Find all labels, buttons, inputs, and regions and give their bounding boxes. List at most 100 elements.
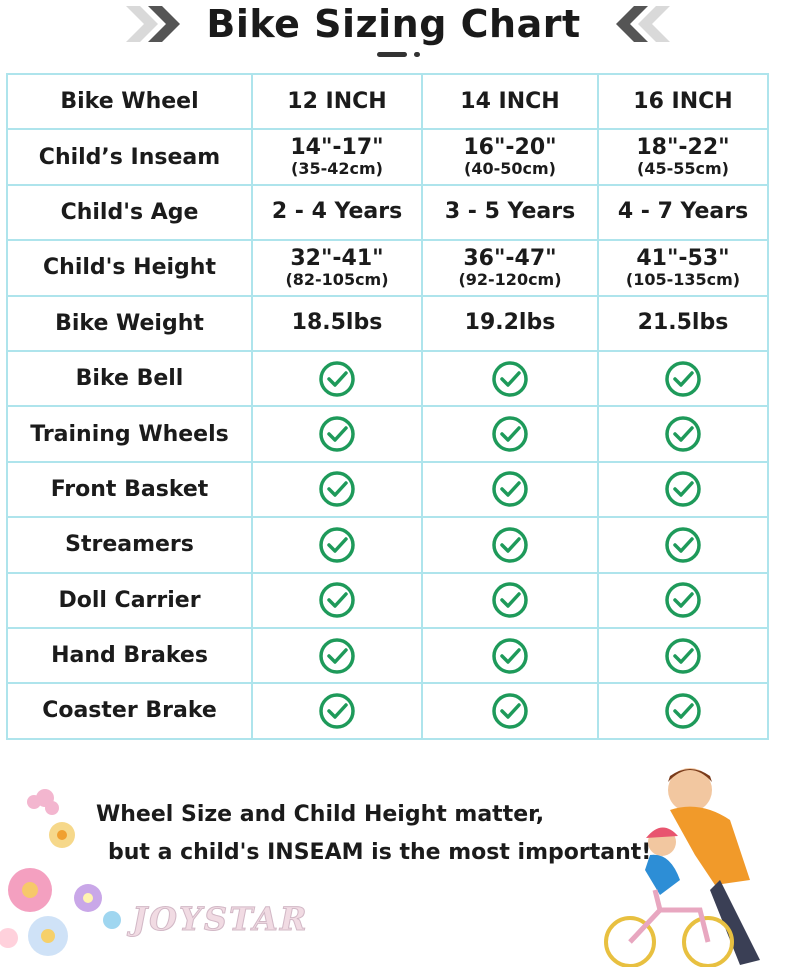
table-header-row: Bike Wheel 12 INCH 14 INCH 16 INCH [6, 72, 769, 131]
cell-value: 18.5lbs [291, 310, 383, 336]
cell-bike-bell-14-inch [421, 349, 599, 408]
cell-child-s-inseam-16-inch: 18"-22" (45-55cm) [597, 128, 769, 186]
check-circle-icon [665, 582, 701, 618]
cell-training-wheels-16-inch [597, 405, 769, 463]
cell-doll-carrier-12-inch [251, 571, 423, 629]
header: Bike Sizing Chart [0, 0, 787, 70]
cell-metric-value: (82-105cm) [285, 269, 389, 289]
check-circle-icon [492, 416, 528, 452]
row-label-hand-brakes: Hand Brakes [6, 626, 253, 685]
double-chevron-left-icon [616, 6, 670, 42]
check-circle-icon [319, 471, 355, 508]
row-label-bike-weight: Bike Weight [6, 294, 253, 352]
row-label-bike-wheel: Bike Wheel [6, 72, 253, 131]
cell-metric-value: (105-135cm) [625, 269, 741, 289]
footer: Wheel Size and Child Height matter, but … [0, 760, 787, 967]
cell-value: 41"-53" [636, 245, 730, 271]
table-row: Bike Weight 18.5lbs 19.2lbs 21.5lbs [6, 294, 769, 352]
row-label-child-s-height: Child's Height [6, 239, 253, 297]
column-header-14-inch: 14 INCH [421, 72, 599, 131]
cell-value: 14"-17" [290, 135, 384, 161]
cell-value: 16"-20" [463, 135, 557, 161]
row-label-doll-carrier: Doll Carrier [6, 571, 253, 629]
brand-logo: JOYSTAR [131, 900, 309, 939]
cell-coaster-brake-14-inch [421, 682, 599, 740]
cell-bike-bell-12-inch [251, 349, 423, 408]
table-row: Child's Height 32"-41" (82-105cm) 36"-47" (9… [6, 239, 769, 297]
cell-doll-carrier-14-inch [421, 571, 599, 629]
cell-streamers-12-inch [251, 516, 423, 574]
flower-decoration [0, 789, 121, 956]
check-circle-icon [492, 471, 528, 508]
cell-doll-carrier-16-inch [597, 571, 769, 629]
check-circle-icon [665, 693, 701, 729]
cell-child-s-age-12-inch: 2 - 4 Years [251, 183, 423, 242]
cell-hand-brakes-14-inch [421, 626, 599, 685]
table-row: Coaster Brake [6, 682, 769, 740]
cell-front-basket-16-inch [597, 460, 769, 519]
check-circle-icon [319, 582, 355, 618]
row-label-bike-bell: Bike Bell [6, 349, 253, 408]
cell-front-basket-14-inch [421, 460, 599, 519]
cell-value: 4 - 7 Years [617, 199, 749, 225]
check-circle-icon [665, 527, 701, 563]
row-label-child-s-inseam: Child’s Inseam [6, 128, 253, 186]
cell-value: 19.2lbs [464, 310, 556, 336]
column-header-16-inch: 16 INCH [597, 72, 769, 131]
table-row: Doll Carrier [6, 571, 769, 629]
check-circle-icon [319, 416, 355, 452]
cell-metric-value: (35-42cm) [291, 159, 383, 179]
cell-value: 2 - 4 Years [271, 199, 403, 225]
row-label-coaster-brake: Coaster Brake [6, 682, 253, 740]
row-label-streamers: Streamers [6, 516, 253, 574]
cell-value: 3 - 5 Years [444, 199, 576, 225]
cell-metric-value: (45-55cm) [637, 159, 729, 179]
row-label-child-s-age: Child's Age [6, 183, 253, 242]
cell-streamers-16-inch [597, 516, 769, 574]
check-circle-icon [665, 637, 701, 674]
table-row: Child's Age 2 - 4 Years 3 - 5 Years 4 - 7 Y… [6, 183, 769, 242]
cell-bike-weight-14-inch: 19.2lbs [421, 294, 599, 352]
check-circle-icon [319, 693, 355, 729]
check-circle-icon [492, 637, 528, 674]
note-line-2: but a child's INSEAM is the most importa… [108, 840, 652, 865]
cell-bike-weight-16-inch: 21.5lbs [597, 294, 769, 352]
check-circle-icon [665, 416, 701, 452]
cell-coaster-brake-16-inch [597, 682, 769, 740]
row-label-front-basket: Front Basket [6, 460, 253, 519]
cell-metric-value: (92-120cm) [458, 269, 562, 289]
check-circle-icon [492, 582, 528, 618]
cell-value: 21.5lbs [637, 310, 729, 336]
double-chevron-right-icon [126, 6, 180, 42]
cell-child-s-age-14-inch: 3 - 5 Years [421, 183, 599, 242]
sizing-table: Bike Wheel 12 INCH 14 INCH 16 INCH Child… [6, 72, 769, 740]
row-label-training-wheels: Training Wheels [6, 405, 253, 463]
cell-bike-bell-16-inch [597, 349, 769, 408]
cell-child-s-age-16-inch: 4 - 7 Years [597, 183, 769, 242]
check-circle-icon [319, 527, 355, 563]
check-circle-icon [492, 693, 528, 729]
check-circle-icon [492, 360, 528, 397]
check-circle-icon [492, 527, 528, 563]
title-underline [377, 52, 407, 57]
cell-hand-brakes-16-inch [597, 626, 769, 685]
cell-child-s-height-16-inch: 41"-53" (105-135cm) [597, 239, 769, 297]
cell-training-wheels-12-inch [251, 405, 423, 463]
cell-value: 18"-22" [636, 135, 730, 161]
cell-child-s-inseam-12-inch: 14"-17" (35-42cm) [251, 128, 423, 186]
cell-bike-weight-12-inch: 18.5lbs [251, 294, 423, 352]
note-line-1: Wheel Size and Child Height matter, [96, 802, 545, 827]
cell-coaster-brake-12-inch [251, 682, 423, 740]
cell-child-s-height-14-inch: 36"-47" (92-120cm) [421, 239, 599, 297]
title-underline-dot [414, 52, 420, 57]
table-row: Bike Bell [6, 349, 769, 408]
table-row: Hand Brakes [6, 626, 769, 685]
cell-value: 36"-47" [463, 245, 557, 271]
check-circle-icon [665, 360, 701, 397]
table-row: Front Basket [6, 460, 769, 519]
check-circle-icon [665, 471, 701, 508]
table-row: Training Wheels [6, 405, 769, 463]
cell-child-s-height-12-inch: 32"-41" (82-105cm) [251, 239, 423, 297]
cell-child-s-inseam-14-inch: 16"-20" (40-50cm) [421, 128, 599, 186]
table-row: Child’s Inseam 14"-17" (35-42cm) 16"-20" (40… [6, 128, 769, 186]
